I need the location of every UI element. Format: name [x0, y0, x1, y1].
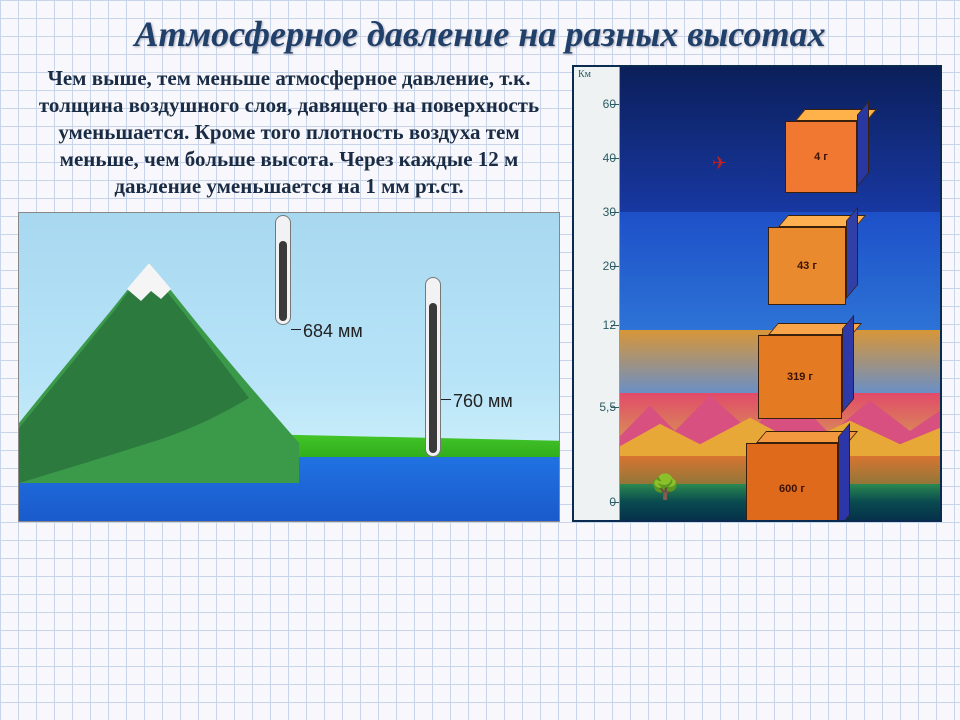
altitude-scale: Км 60 40 30 20 12 5,5 0	[574, 67, 620, 519]
scale-tick-label: 40	[576, 151, 616, 165]
cube-label: 600 г	[746, 443, 838, 519]
scale-tick-label: 12	[576, 318, 616, 332]
cube-label: 319 г	[758, 335, 842, 419]
scale-tick-label: 20	[576, 259, 616, 273]
mountain-diagram: 684 мм 760 мм	[18, 212, 560, 522]
density-cube: 319 г	[758, 323, 854, 419]
cube-label: 43 г	[768, 227, 846, 305]
scale-tick-label: 30	[576, 205, 616, 219]
altitude-chart: Км 60403020125,50 🌳✈4 г43 г319 г600 г103…	[572, 65, 942, 521]
left-column: Чем выше, тем меньше атмосферное давлени…	[18, 65, 560, 521]
barometer-label: 760 мм	[453, 391, 513, 412]
density-cube: 4 г	[785, 109, 869, 193]
scale-tick-label: 60	[576, 97, 616, 111]
scale-tick-label: 5,5	[576, 400, 616, 414]
content-row: Чем выше, тем меньше атмосферное давлени…	[0, 61, 960, 531]
airplane-icon: ✈	[712, 153, 727, 174]
atmosphere-panel: 🌳✈4 г43 г319 г600 г1033 г	[620, 67, 940, 519]
barometer	[425, 277, 441, 457]
cube-label: 4 г	[785, 121, 857, 193]
explanation-paragraph: Чем выше, тем меньше атмосферное давлени…	[18, 65, 560, 199]
density-cube: 43 г	[768, 215, 858, 305]
tree-icon: 🌳	[650, 473, 680, 502]
barometer	[275, 215, 291, 325]
scale-unit-label: Км	[578, 69, 591, 80]
page-title: Атмосферное давление на разных высотах	[0, 0, 960, 61]
scale-tick-label: 0	[576, 495, 616, 509]
density-cube: 600 г	[746, 431, 850, 519]
barometer-label: 684 мм	[303, 321, 363, 342]
mountain-shape	[19, 243, 299, 483]
sky-band	[620, 67, 940, 212]
